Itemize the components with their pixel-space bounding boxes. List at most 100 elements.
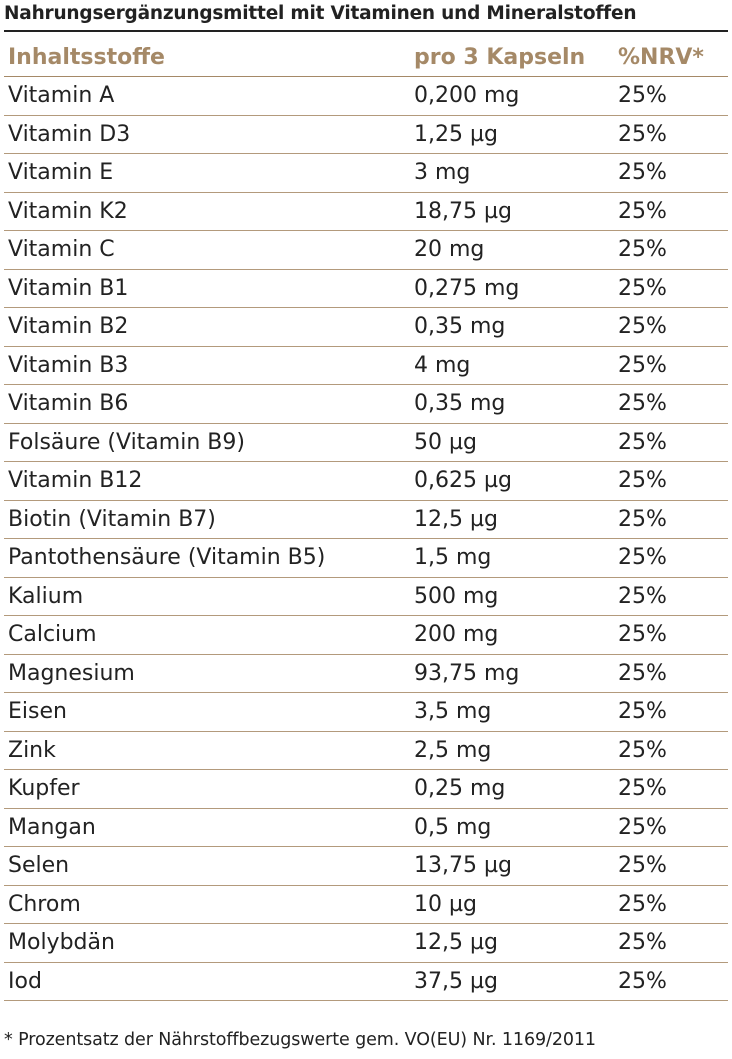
table-row: Vitamin B3 4 mg 25%: [4, 346, 728, 385]
ingredient-name: Folsäure (Vitamin B9): [4, 423, 410, 462]
amount-value: 0,5 mg: [410, 808, 614, 847]
nrv-value: 25%: [614, 615, 728, 655]
ingredient-name: Biotin (Vitamin B7): [4, 500, 410, 539]
nrv-value: 25%: [614, 500, 728, 539]
table-row: Pantothensäure (Vitamin B5) 1,5 mg 25%: [4, 538, 728, 578]
ingredient-name: Vitamin C: [4, 230, 410, 270]
amount-value: 13,75 µg: [410, 846, 614, 886]
document-title: Nahrungsergänzungsmittel mit Vitaminen u…: [4, 3, 637, 24]
nrv-value: 25%: [614, 538, 728, 578]
ingredient-name: Vitamin B6: [4, 384, 410, 424]
table-row: Vitamin C 20 mg 25%: [4, 230, 728, 270]
table-row: Vitamin K2 18,75 µg 25%: [4, 192, 728, 231]
amount-value: 3,5 mg: [410, 692, 614, 732]
amount-value: 93,75 mg: [410, 654, 614, 693]
nrv-value: 25%: [614, 230, 728, 270]
nrv-value: 25%: [614, 846, 728, 886]
amount-value: 1,25 µg: [410, 115, 614, 154]
table-row: Selen 13,75 µg 25%: [4, 846, 728, 886]
table-row: Vitamin B2 0,35 mg 25%: [4, 307, 728, 347]
ingredient-name: Kupfer: [4, 769, 410, 809]
nrv-value: 25%: [614, 192, 728, 231]
amount-value: 0,275 mg: [410, 269, 614, 308]
amount-value: 37,5 µg: [410, 962, 614, 1001]
header-row: Inhaltsstoffe pro 3 Kapseln %NRV*: [4, 38, 728, 77]
table-row: Eisen 3,5 mg 25%: [4, 692, 728, 732]
table-row: Calcium 200 mg 25%: [4, 615, 728, 655]
title-divider: [4, 30, 728, 32]
amount-value: 50 µg: [410, 423, 614, 462]
nrv-value: 25%: [614, 115, 728, 154]
ingredient-name: Chrom: [4, 885, 410, 924]
table-row: Vitamin D3 1,25 µg 25%: [4, 115, 728, 154]
ingredient-name: Vitamin B12: [4, 461, 410, 501]
table-row: Magnesium 93,75 mg 25%: [4, 654, 728, 693]
amount-value: 200 mg: [410, 615, 614, 655]
table-row: Chrom 10 µg 25%: [4, 885, 728, 924]
nrv-value: 25%: [614, 76, 728, 116]
column-header-ingredient: Inhaltsstoffe: [4, 38, 410, 77]
table-row: Folsäure (Vitamin B9) 50 µg 25%: [4, 423, 728, 462]
ingredient-name: Mangan: [4, 808, 410, 847]
ingredient-name: Vitamin E: [4, 153, 410, 193]
ingredient-name: Magnesium: [4, 654, 410, 693]
nrv-value: 25%: [614, 577, 728, 616]
ingredient-name: Vitamin B1: [4, 269, 410, 308]
ingredient-name: Vitamin A: [4, 76, 410, 116]
table-row: Zink 2,5 mg 25%: [4, 731, 728, 770]
amount-value: 10 µg: [410, 885, 614, 924]
nrv-value: 25%: [614, 346, 728, 385]
table-row: Vitamin A 0,200 mg 25%: [4, 76, 728, 116]
amount-value: 0,35 mg: [410, 384, 614, 424]
amount-value: 0,25 mg: [410, 769, 614, 809]
table-row: Vitamin B1 0,275 mg 25%: [4, 269, 728, 308]
ingredient-name: Pantothensäure (Vitamin B5): [4, 538, 410, 578]
ingredient-name: Vitamin B2: [4, 307, 410, 347]
nrv-value: 25%: [614, 461, 728, 501]
nrv-value: 25%: [614, 307, 728, 347]
nrv-value: 25%: [614, 731, 728, 770]
table-header: Inhaltsstoffe pro 3 Kapseln %NRV*: [4, 38, 728, 77]
table-row: Vitamin B12 0,625 µg 25%: [4, 461, 728, 501]
nrv-value: 25%: [614, 654, 728, 693]
nutrient-table: Inhaltsstoffe pro 3 Kapseln %NRV* Vitami…: [4, 38, 728, 1001]
ingredient-name: Kalium: [4, 577, 410, 616]
amount-value: 2,5 mg: [410, 731, 614, 770]
footnote: * Prozentsatz der Nährstoffbezugswerte g…: [4, 1030, 596, 1050]
nrv-value: 25%: [614, 423, 728, 462]
nrv-value: 25%: [614, 384, 728, 424]
amount-value: 0,200 mg: [410, 76, 614, 116]
amount-value: 12,5 µg: [410, 923, 614, 963]
amount-value: 1,5 mg: [410, 538, 614, 578]
nrv-value: 25%: [614, 885, 728, 924]
ingredient-name: Vitamin K2: [4, 192, 410, 231]
table-row: Kalium 500 mg 25%: [4, 577, 728, 616]
ingredient-name: Calcium: [4, 615, 410, 655]
nrv-value: 25%: [614, 808, 728, 847]
amount-value: 12,5 µg: [410, 500, 614, 539]
ingredient-name: Eisen: [4, 692, 410, 732]
nrv-value: 25%: [614, 692, 728, 732]
ingredient-name: Vitamin D3: [4, 115, 410, 154]
nrv-value: 25%: [614, 769, 728, 809]
nrv-value: 25%: [614, 923, 728, 963]
ingredient-name: Molybdän: [4, 923, 410, 963]
table-row: Mangan 0,5 mg 25%: [4, 808, 728, 847]
table-row: Molybdän 12,5 µg 25%: [4, 923, 728, 963]
nrv-value: 25%: [614, 962, 728, 1001]
table-body: Vitamin A 0,200 mg 25% Vitamin D3 1,25 µg 25%…: [4, 76, 728, 1001]
amount-value: 0,35 mg: [410, 307, 614, 347]
table-row: Iod 37,5 µg 25%: [4, 962, 728, 1001]
ingredient-name: Selen: [4, 846, 410, 886]
ingredient-name: Vitamin B3: [4, 346, 410, 385]
nrv-value: 25%: [614, 269, 728, 308]
amount-value: 4 mg: [410, 346, 614, 385]
amount-value: 20 mg: [410, 230, 614, 270]
amount-value: 3 mg: [410, 153, 614, 193]
nrv-value: 25%: [614, 153, 728, 193]
table-row: Biotin (Vitamin B7) 12,5 µg 25%: [4, 500, 728, 539]
table-row: Vitamin B6 0,35 mg 25%: [4, 384, 728, 424]
amount-value: 0,625 µg: [410, 461, 614, 501]
table-row: Kupfer 0,25 mg 25%: [4, 769, 728, 809]
